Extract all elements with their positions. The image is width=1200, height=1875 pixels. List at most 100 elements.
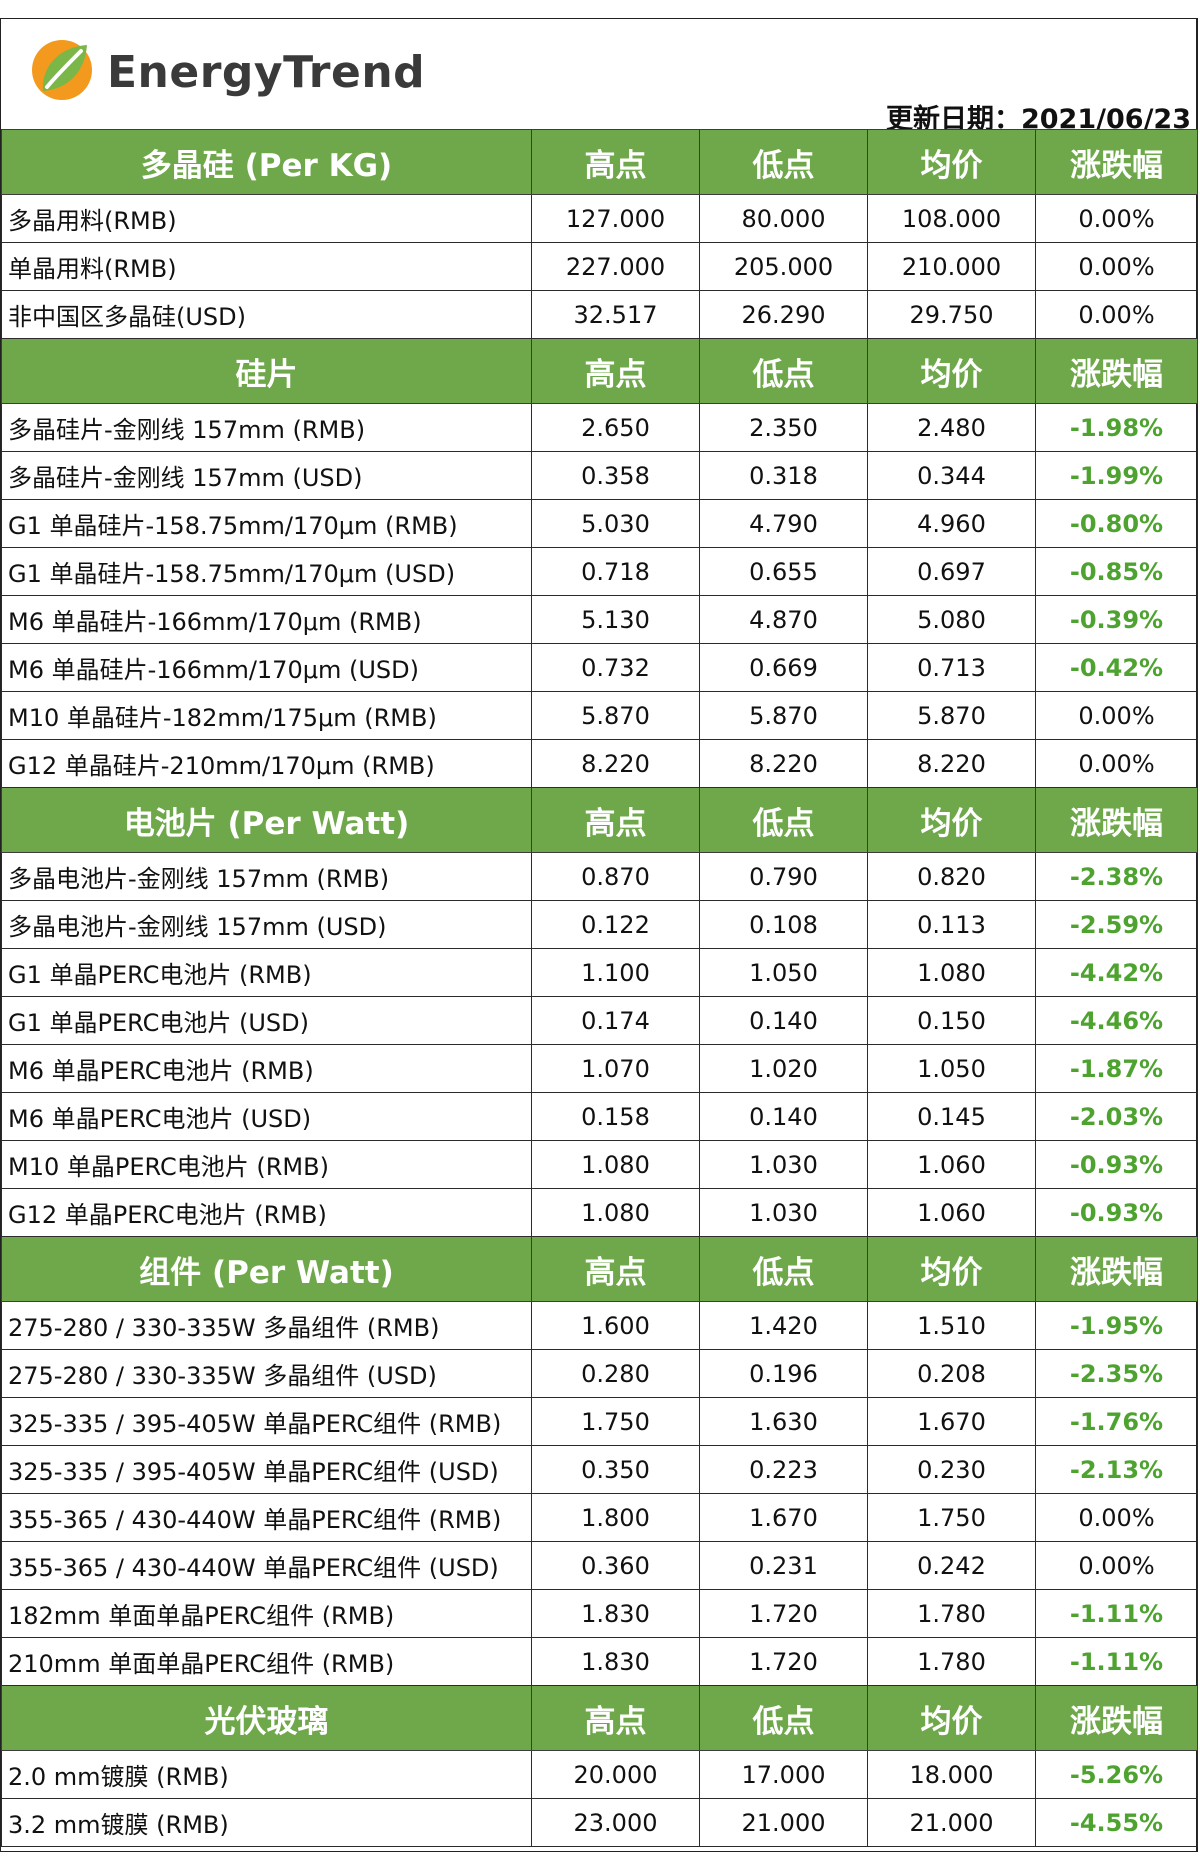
average-price-cell: 0.713 [867, 643, 1036, 692]
high-price-cell: 5.130 [531, 595, 700, 644]
average-price-cell: 1.080 [867, 948, 1036, 997]
low-price-cell: 205.000 [699, 242, 868, 291]
product-name-cell: 多晶用料(RMB) [1, 194, 532, 243]
table-row: G1 单晶硅片-158.75mm/170μm (RMB) 5.030 4.790 4.… [1, 499, 1198, 548]
low-price-cell: 1.030 [699, 1188, 868, 1237]
table-row: 多晶硅片-金刚线 157mm (RMB) 2.650 2.350 2.480 -1.98… [1, 403, 1198, 452]
table-row: 单晶用料(RMB) 227.000 205.000 210.000 0.00% [1, 242, 1198, 291]
section-title: 多晶硅 (Per KG) [1, 129, 532, 195]
product-name-cell: M6 单晶硅片-166mm/170μm (RMB) [1, 595, 532, 644]
column-header: 涨跌幅 [1035, 1236, 1198, 1302]
low-price-cell: 0.108 [699, 900, 868, 949]
average-price-cell: 1.780 [867, 1589, 1036, 1638]
product-name-cell: M6 单晶硅片-166mm/170μm (USD) [1, 643, 532, 692]
low-price-cell: 5.870 [699, 691, 868, 740]
column-header: 高点 [531, 1685, 700, 1751]
high-price-cell: 23.000 [531, 1798, 700, 1847]
product-name-cell: 单晶用料(RMB) [1, 242, 532, 291]
table-row: 325-335 / 395-405W 单晶PERC组件 (USD) 0.350 0.… [1, 1445, 1198, 1494]
column-header: 低点 [699, 1236, 868, 1302]
high-price-cell: 1.070 [531, 1044, 700, 1093]
column-header: 高点 [531, 787, 700, 853]
product-name-cell: 非中国区多晶硅(USD) [1, 290, 532, 339]
change-percent-cell: -2.03% [1035, 1092, 1198, 1141]
change-percent-cell: 0.00% [1035, 1541, 1198, 1590]
table-row: M10 单晶硅片-182mm/175μm (RMB) 5.870 5.870 5.87… [1, 691, 1198, 740]
low-price-cell: 1.670 [699, 1493, 868, 1542]
energytrend-leaf-logo-icon [32, 40, 92, 100]
product-name-cell: 355-365 / 430-440W 单晶PERC组件 (USD) [1, 1541, 532, 1590]
column-header: 低点 [699, 1685, 868, 1751]
table-row: 多晶电池片-金刚线 157mm (RMB) 0.870 0.790 0.820 -2.3… [1, 852, 1198, 901]
change-percent-cell: 0.00% [1035, 1493, 1198, 1542]
low-price-cell: 0.140 [699, 1092, 868, 1141]
average-price-cell: 1.780 [867, 1637, 1036, 1686]
product-name-cell: 275-280 / 330-335W 多晶组件 (USD) [1, 1349, 532, 1398]
high-price-cell: 127.000 [531, 194, 700, 243]
change-percent-cell: -1.87% [1035, 1044, 1198, 1093]
sheet-header: EnergyTrend 更新日期：2021/06/23 [1, 19, 1197, 135]
high-price-cell: 2.650 [531, 403, 700, 452]
change-percent-cell: -1.98% [1035, 403, 1198, 452]
high-price-cell: 1.080 [531, 1140, 700, 1189]
table-row: 182mm 单面单晶PERC组件 (RMB) 1.830 1.720 1.780 -1.… [1, 1589, 1198, 1638]
average-price-cell: 0.230 [867, 1445, 1036, 1494]
high-price-cell: 1.830 [531, 1637, 700, 1686]
low-price-cell: 1.030 [699, 1140, 868, 1189]
product-name-cell: G12 单晶硅片-210mm/170μm (RMB) [1, 739, 532, 788]
section-header-row: 组件 (Per Watt) 高点 低点 均价 涨跌幅 [1, 1236, 1198, 1302]
price-sheet: EnergyTrend 更新日期：2021/06/23 多晶硅 (Per KG)… [0, 18, 1198, 1852]
high-price-cell: 1.600 [531, 1301, 700, 1350]
change-percent-cell: -2.38% [1035, 852, 1198, 901]
change-percent-cell: -0.39% [1035, 595, 1198, 644]
high-price-cell: 0.732 [531, 643, 700, 692]
average-price-cell: 1.510 [867, 1301, 1036, 1350]
high-price-cell: 5.870 [531, 691, 700, 740]
high-price-cell: 0.158 [531, 1092, 700, 1141]
average-price-cell: 0.208 [867, 1349, 1036, 1398]
product-name-cell: G1 单晶硅片-158.75mm/170μm (RMB) [1, 499, 532, 548]
average-price-cell: 21.000 [867, 1798, 1036, 1847]
low-price-cell: 1.720 [699, 1589, 868, 1638]
table-row: 355-365 / 430-440W 单晶PERC组件 (USD) 0.360 0.… [1, 1541, 1198, 1590]
average-price-cell: 108.000 [867, 194, 1036, 243]
product-name-cell: 275-280 / 330-335W 多晶组件 (RMB) [1, 1301, 532, 1350]
high-price-cell: 1.100 [531, 948, 700, 997]
product-name-cell: 多晶电池片-金刚线 157mm (RMB) [1, 852, 532, 901]
low-price-cell: 4.870 [699, 595, 868, 644]
column-header: 涨跌幅 [1035, 1685, 1198, 1751]
change-percent-cell: 0.00% [1035, 691, 1198, 740]
average-price-cell: 0.242 [867, 1541, 1036, 1590]
table-row: 2.0 mm镀膜 (RMB) 20.000 17.000 18.000 -5.26% [1, 1750, 1198, 1799]
high-price-cell: 0.174 [531, 996, 700, 1045]
table-row: M6 单晶PERC电池片 (USD) 0.158 0.140 0.145 -2.03% [1, 1092, 1198, 1141]
product-name-cell: 355-365 / 430-440W 单晶PERC组件 (RMB) [1, 1493, 532, 1542]
change-percent-cell: -4.42% [1035, 948, 1198, 997]
table-row: G12 单晶硅片-210mm/170μm (RMB) 8.220 8.220 8.22… [1, 739, 1198, 788]
high-price-cell: 0.280 [531, 1349, 700, 1398]
product-name-cell: 210mm 单面单晶PERC组件 (RMB) [1, 1637, 532, 1686]
average-price-cell: 8.220 [867, 739, 1036, 788]
column-header: 涨跌幅 [1035, 338, 1198, 404]
low-price-cell: 1.020 [699, 1044, 868, 1093]
column-header: 涨跌幅 [1035, 129, 1198, 195]
product-name-cell: 多晶电池片-金刚线 157mm (USD) [1, 900, 532, 949]
change-percent-cell: 0.00% [1035, 194, 1198, 243]
brand-name: EnergyTrend [107, 47, 426, 98]
low-price-cell: 1.050 [699, 948, 868, 997]
product-name-cell: G1 单晶PERC电池片 (USD) [1, 996, 532, 1045]
high-price-cell: 0.718 [531, 547, 700, 596]
table-row: 多晶用料(RMB) 127.000 80.000 108.000 0.00% [1, 194, 1198, 243]
change-percent-cell: -4.46% [1035, 996, 1198, 1045]
product-name-cell: M10 单晶硅片-182mm/175μm (RMB) [1, 691, 532, 740]
table-row: M6 单晶硅片-166mm/170μm (RMB) 5.130 4.870 5.080… [1, 595, 1198, 644]
table-row: 非中国区多晶硅(USD) 32.517 26.290 29.750 0.00% [1, 290, 1198, 339]
change-percent-cell: -1.76% [1035, 1397, 1198, 1446]
change-percent-cell: -0.80% [1035, 499, 1198, 548]
average-price-cell: 0.820 [867, 852, 1036, 901]
section-title: 组件 (Per Watt) [1, 1236, 532, 1302]
average-price-cell: 29.750 [867, 290, 1036, 339]
table-row: 275-280 / 330-335W 多晶组件 (RMB) 1.600 1.420 1… [1, 1301, 1198, 1350]
high-price-cell: 1.080 [531, 1188, 700, 1237]
high-price-cell: 8.220 [531, 739, 700, 788]
